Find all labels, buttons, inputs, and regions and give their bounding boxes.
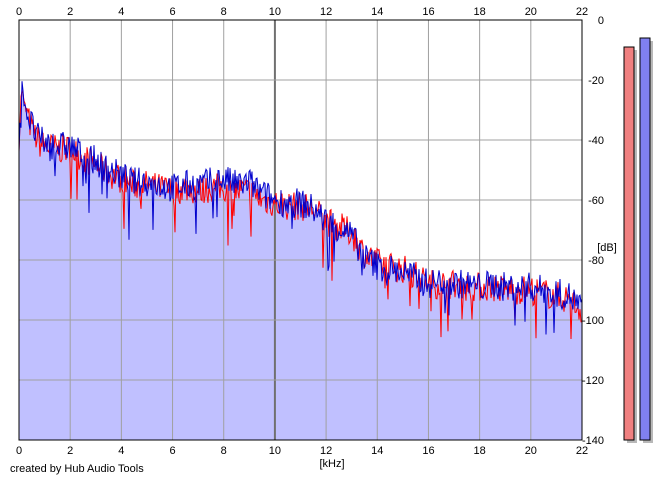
- grid: [18, 19, 583, 441]
- x-tick-label-top: 18: [474, 6, 486, 18]
- x-tick-label-top: 8: [221, 6, 227, 18]
- y-tick-label: -60: [588, 195, 604, 207]
- level-meter-left: [623, 46, 635, 441]
- y-tick-label: -40: [588, 135, 604, 147]
- series-line-blue: [18, 81, 583, 335]
- x-tick-label-top: 10: [269, 6, 281, 18]
- y-tick-label: -20: [588, 75, 604, 87]
- x-tick-label-top: 22: [576, 6, 588, 18]
- x-axis-bottom: 0 2 4 6 8 10 12 14 16 18 20 22: [16, 445, 588, 457]
- x-tick-label-top: 16: [422, 6, 434, 18]
- series-layer: [18, 81, 583, 340]
- x-tick-label-top: 12: [320, 6, 332, 18]
- x-tick-label-top: 0: [16, 6, 22, 18]
- y-tick-label: -140: [582, 435, 604, 447]
- y-axis-label: [dB]: [597, 242, 617, 254]
- plot-border: [18, 19, 583, 441]
- x-tick-label-bottom: 20: [525, 445, 537, 457]
- x-tick-label-top: 4: [118, 6, 124, 18]
- x-tick-label-bottom: 16: [422, 445, 434, 457]
- spectrum-area: [19, 81, 582, 440]
- x-tick-label-bottom: 4: [118, 445, 124, 457]
- x-tick-label-bottom: 2: [67, 445, 73, 457]
- x-tick-label-bottom: 18: [474, 445, 486, 457]
- x-tick-label-top: 14: [371, 6, 383, 18]
- y-tick-label: -100: [582, 315, 604, 327]
- level-meters: [623, 37, 653, 443]
- credit-text: created by Hub Audio Tools: [10, 463, 144, 475]
- y-tick-label: 0: [598, 15, 604, 27]
- plot-frame: [18, 19, 583, 441]
- y-axis: 0 -20 -40 -60 -80 -100 -120 -140: [582, 15, 604, 447]
- x-tick-label-bottom: 22: [576, 445, 588, 457]
- x-axis-top: 0 2 4 6 8 10 12 14 16 18 20 22: [16, 6, 588, 18]
- y-tick-label: -80: [588, 255, 604, 267]
- x-tick-label-bottom: 0: [16, 445, 22, 457]
- x-tick-label-bottom: 10: [269, 445, 281, 457]
- x-tick-label-top: 20: [525, 6, 537, 18]
- x-tick-label-bottom: 14: [371, 445, 383, 457]
- x-tick-label-bottom: 12: [320, 445, 332, 457]
- level-meter-right: [639, 37, 651, 441]
- x-tick-label-top: 6: [169, 6, 175, 18]
- x-tick-label-bottom: 8: [221, 445, 227, 457]
- x-tick-label-top: 2: [67, 6, 73, 18]
- x-axis-label: [kHz]: [319, 458, 344, 470]
- y-tick-label: -120: [582, 375, 604, 387]
- spectrum-fill: [19, 81, 582, 440]
- x-tick-label-bottom: 6: [169, 445, 175, 457]
